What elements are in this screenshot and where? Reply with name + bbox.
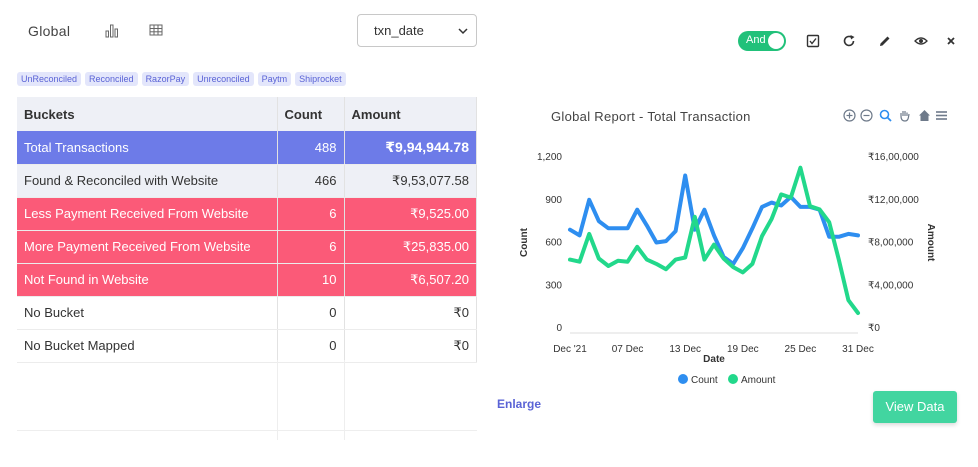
- table-row[interactable]: Total Transactions 488 ₹9,94,944.78: [17, 131, 477, 165]
- count-cell: 6: [277, 230, 345, 264]
- chart-y2-ticks: ₹0 ₹4,00,000 ₹8,00,000 ₹12,00,000 ₹16,00,000: [868, 152, 919, 334]
- x-tick-label: 31 Dec: [842, 344, 874, 355]
- edit-pencil-icon[interactable]: [878, 34, 892, 48]
- view-data-button[interactable]: View Data: [873, 391, 957, 423]
- checkbox-icon[interactable]: [806, 34, 820, 48]
- y-axis-label: Count: [519, 227, 530, 257]
- chart-y-ticks: 0 300 600 900 1,200: [537, 152, 562, 334]
- menu-icon[interactable]: [935, 109, 948, 122]
- bucket-cell: Total Transactions: [17, 131, 278, 165]
- zoom-in-icon[interactable]: [843, 109, 856, 122]
- legend-label: Amount: [741, 375, 776, 386]
- filter-tag[interactable]: Shiprocket: [295, 72, 346, 86]
- filter-tag[interactable]: RazorPay: [141, 72, 190, 86]
- count-cell: 488: [277, 131, 345, 165]
- col-header-amount: Amount: [344, 97, 477, 131]
- count-cell: 0: [277, 296, 345, 330]
- table-divider: [277, 360, 278, 440]
- y2-tick-label: ₹0: [868, 323, 880, 334]
- legend-marker: [728, 374, 738, 384]
- amount-cell: ₹0: [344, 296, 477, 330]
- buckets-table: Buckets Count Amount Total Transactions …: [17, 97, 477, 363]
- y-tick-label: 1,200: [537, 152, 562, 163]
- x-tick-label: 19 Dec: [727, 344, 759, 355]
- chart-legend: Count Amount: [678, 374, 776, 386]
- refresh-icon[interactable]: [842, 34, 856, 48]
- amount-cell: ₹0: [344, 329, 477, 363]
- x-tick-label: 07 Dec: [612, 344, 644, 355]
- filter-tag[interactable]: UnReconciled: [17, 72, 82, 86]
- y-tick-label: 0: [556, 323, 562, 334]
- count-series-line: [568, 173, 860, 266]
- amount-series-line: [568, 165, 860, 315]
- y2-tick-label: ₹16,00,000: [868, 152, 919, 163]
- y2-tick-label: ₹4,00,000: [868, 280, 914, 291]
- table-row[interactable]: Less Payment Received From Website 6 ₹9,…: [17, 197, 477, 231]
- y2-axis-label: Amount: [925, 224, 936, 262]
- table-icon[interactable]: [148, 22, 164, 38]
- amount-cell: ₹9,525.00: [344, 197, 477, 231]
- eye-icon[interactable]: [914, 34, 928, 48]
- y-tick-label: 300: [545, 280, 562, 291]
- count-cell: 10: [277, 263, 345, 297]
- filter-tag[interactable]: Paytm: [257, 72, 292, 86]
- bar-chart-icon[interactable]: [104, 22, 120, 38]
- bucket-cell: Not Found in Website: [17, 263, 278, 297]
- bucket-cell: No Bucket Mapped: [17, 329, 278, 363]
- y2-tick-label: ₹8,00,000: [868, 238, 914, 249]
- bucket-cell: Less Payment Received From Website: [17, 197, 278, 231]
- magnifier-icon[interactable]: [879, 109, 892, 122]
- x-axis-label: Date: [703, 354, 725, 365]
- and-toggle[interactable]: And: [738, 31, 786, 51]
- count-cell: 0: [277, 329, 345, 363]
- bucket-cell: More Payment Received From Website: [17, 230, 278, 264]
- pan-hand-icon[interactable]: [898, 109, 911, 122]
- amount-cell: ₹9,53,077.58: [344, 164, 477, 198]
- amount-cell: ₹9,94,944.78: [344, 131, 477, 165]
- table-row[interactable]: Not Found in Website 10 ₹6,507.20: [17, 263, 477, 297]
- bucket-cell: Found & Reconciled with Website: [17, 164, 278, 198]
- toggle-label: And: [746, 34, 766, 46]
- table-row[interactable]: Found & Reconciled with Website 466 ₹9,5…: [17, 164, 477, 198]
- col-header-buckets: Buckets: [17, 97, 278, 131]
- chart-x-ticks: Dec '21 07 Dec 13 Dec 19 Dec 25 Dec 31 Dec: [553, 344, 874, 355]
- table-header-row: Buckets Count Amount: [17, 97, 477, 131]
- y2-tick-label: ₹12,00,000: [868, 195, 919, 206]
- table-divider: [17, 430, 477, 431]
- chart-title: Global Report - Total Transaction: [551, 109, 751, 124]
- enlarge-link[interactable]: Enlarge: [497, 397, 542, 411]
- date-field-select[interactable]: txn_date: [357, 14, 477, 47]
- legend-label: Count: [691, 375, 718, 386]
- count-cell: 6: [277, 197, 345, 231]
- home-icon[interactable]: [918, 109, 931, 122]
- widget-title: Global: [28, 23, 71, 39]
- col-header-count: Count: [277, 97, 345, 131]
- table-divider: [344, 360, 345, 440]
- table-row[interactable]: No Bucket 0 ₹0: [17, 296, 477, 330]
- transaction-line-chart: 0 300 600 900 1,200 ₹0 ₹4,00,000 ₹8,00,000 ₹12,…: [519, 152, 936, 386]
- filter-tag[interactable]: Reconciled: [85, 72, 138, 86]
- count-cell: 466: [277, 164, 345, 198]
- amount-cell: ₹25,835.00: [344, 230, 477, 264]
- table-row[interactable]: More Payment Received From Website 6 ₹25…: [17, 230, 477, 264]
- close-icon[interactable]: [944, 34, 958, 48]
- chart-series: [568, 165, 860, 315]
- date-field-value: txn_date: [374, 23, 424, 38]
- bucket-cell: No Bucket: [17, 296, 278, 330]
- amount-cell: ₹6,507.20: [344, 263, 477, 297]
- toggle-knob: [768, 33, 784, 49]
- y-tick-label: 900: [545, 195, 562, 206]
- x-tick-label: 25 Dec: [785, 344, 817, 355]
- filter-tags: UnReconciled Reconciled RazorPay Unrecon…: [17, 72, 346, 86]
- zoom-out-icon[interactable]: [860, 109, 873, 122]
- x-tick-label: 13 Dec: [669, 344, 701, 355]
- y-tick-label: 600: [545, 238, 562, 249]
- legend-marker: [678, 374, 688, 384]
- table-row[interactable]: No Bucket Mapped 0 ₹0: [17, 329, 477, 363]
- filter-tag[interactable]: Unreconciled: [193, 72, 254, 86]
- x-tick-label: Dec '21: [553, 344, 587, 355]
- chevron-down-icon: [458, 28, 468, 35]
